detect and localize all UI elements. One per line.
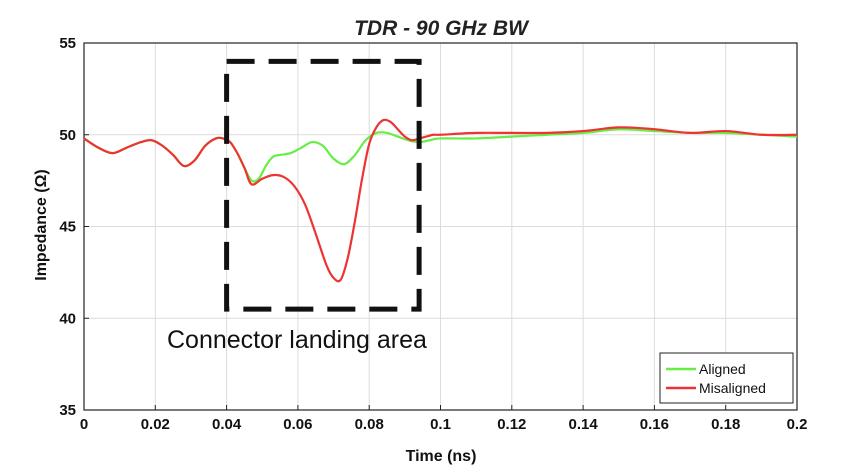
y-axis-label: Impedance (Ω) xyxy=(33,169,50,281)
connector-landing-box xyxy=(224,58,422,312)
annotation-text: Connector landing area xyxy=(167,326,427,354)
x-tick-label: 0.12 xyxy=(497,416,526,433)
series-layer xyxy=(83,118,798,283)
legend-box xyxy=(659,352,794,404)
grid-layer xyxy=(84,43,797,410)
ticks-layer: 0 0.02 0.04 0.06 0.08 0.1 0.12 0.14 0.16 0.18 0.2 3… xyxy=(59,35,807,433)
x-tick-label: 0.06 xyxy=(283,416,312,433)
series-line-misaligned xyxy=(83,118,798,283)
x-tick-label: 0 xyxy=(80,416,88,433)
y-tick-label: 55 xyxy=(59,35,76,52)
legend: Aligned Misaligned xyxy=(659,352,794,404)
x-tick-label: 0.08 xyxy=(355,416,384,433)
y-tick-label: 45 xyxy=(59,219,76,236)
x-tick-label: 0.2 xyxy=(787,416,808,433)
x-tick-label: 0.04 xyxy=(212,416,242,433)
y-tick-label: 40 xyxy=(59,310,76,327)
x-tick-label: 0.1 xyxy=(430,416,451,433)
legend-label-aligned: Aligned xyxy=(699,361,746,377)
x-axis-label: Time (ns) xyxy=(406,448,477,465)
chart-title: TDR - 90 GHz BW xyxy=(354,17,530,40)
x-tick-label: 0.14 xyxy=(568,416,598,433)
y-tick-label: 50 xyxy=(59,127,76,144)
legend-label-misaligned: Misaligned xyxy=(699,380,766,396)
x-tick-label: 0.18 xyxy=(711,416,740,433)
y-tick-label: 35 xyxy=(59,402,76,419)
x-tick-label: 0.16 xyxy=(640,416,669,433)
x-tick-label: 0.02 xyxy=(141,416,170,433)
